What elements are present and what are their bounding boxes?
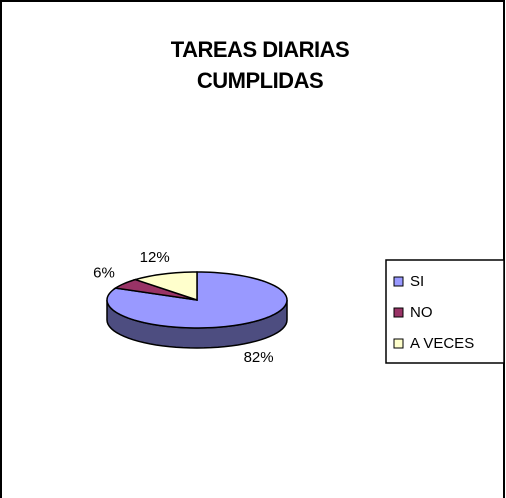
data-label: 12% [140,249,170,266]
legend-label: NO [410,304,433,321]
legend-label: SI [410,273,424,290]
data-label: 6% [93,265,115,282]
chart-title: TAREAS DIARIAS CUMPLIDAS [170,37,350,93]
legend-swatch [393,307,404,318]
pie-slice [106,271,288,329]
legend-label: A VECES [410,335,474,352]
legend-box [385,259,505,364]
legend-swatch [393,338,404,349]
pie-slice [132,271,198,302]
pie-slice [113,278,198,301]
legend-swatch [393,276,404,287]
data-label: 82% [244,349,274,366]
